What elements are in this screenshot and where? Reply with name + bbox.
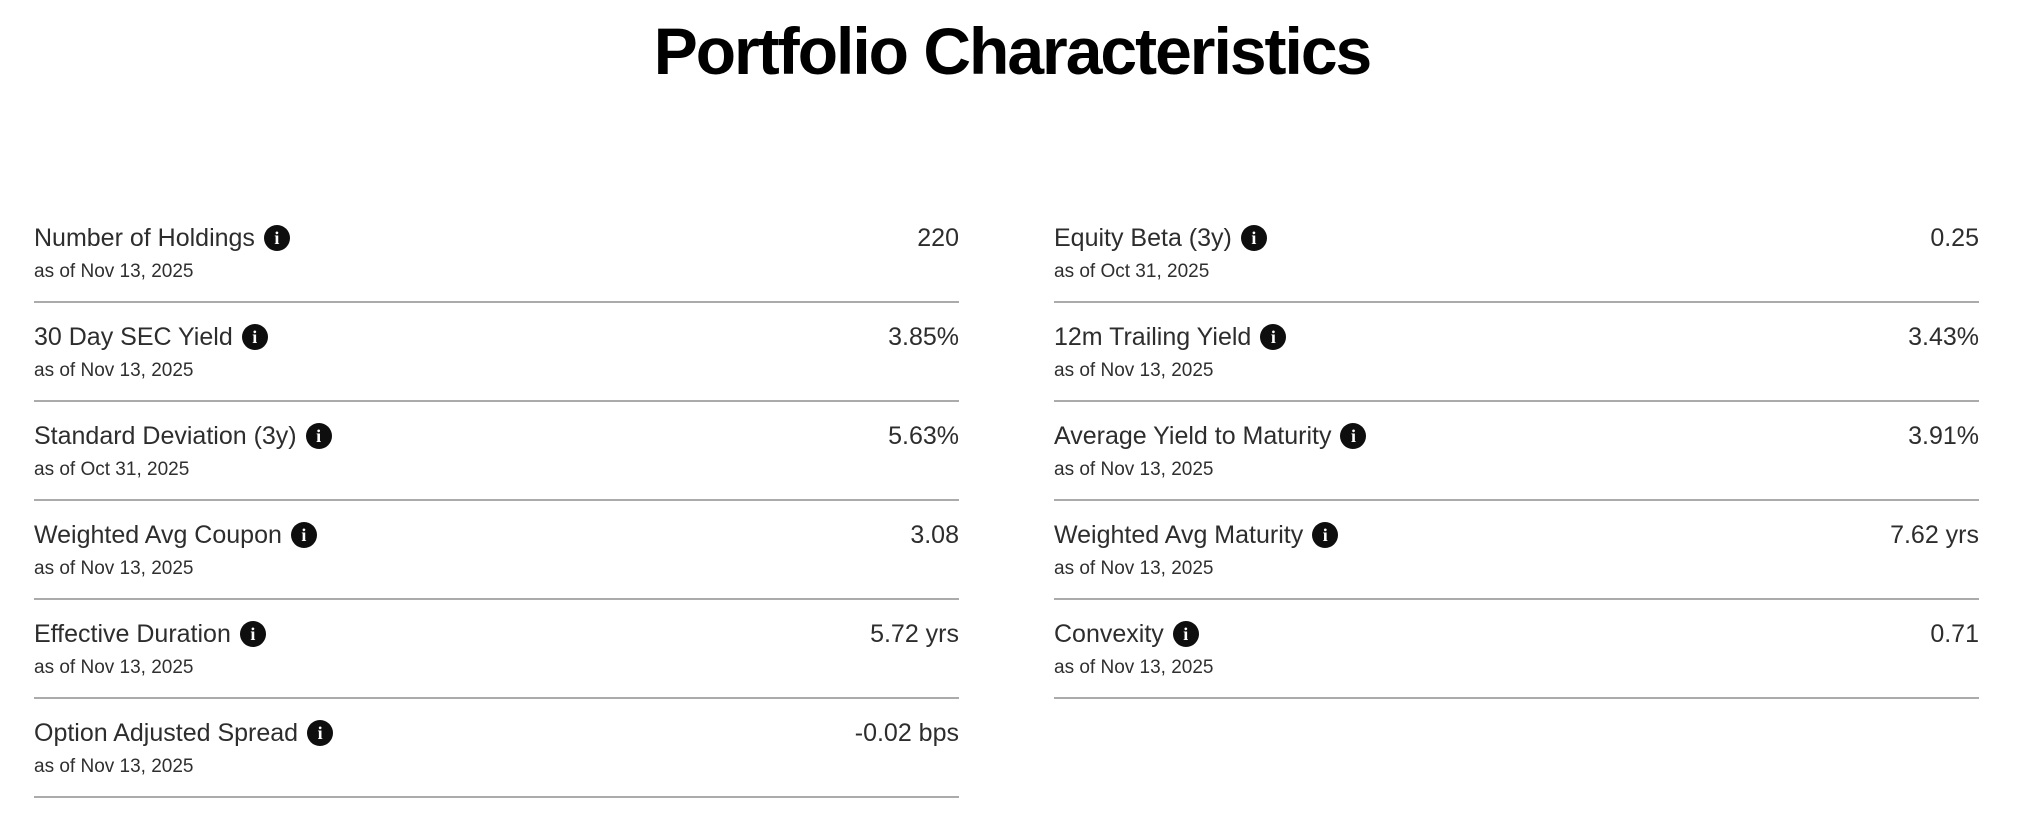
characteristic-value: 3.08 [910, 521, 959, 549]
info-icon[interactable]: i [1240, 225, 1267, 251]
characteristic-as-of-date: as of Nov 13, 2025 [1054, 657, 1214, 678]
characteristic-label: 30 Day SEC Yield [34, 323, 233, 351]
characteristic-row-top: Number of Holdings i 220 [34, 223, 959, 253]
portfolio-characteristics-grid: Number of Holdings i 220 as of Nov 13, 2025… [0, 204, 2024, 798]
characteristic-label: Convexity [1054, 620, 1164, 648]
characteristic-row: 12m Trailing Yield i 3.43% as of Nov 13, 20… [1054, 303, 1979, 402]
characteristic-row-top: Weighted Avg Coupon i 3.08 [34, 520, 959, 550]
characteristic-label: 12m Trailing Yield [1054, 323, 1252, 351]
characteristic-row: Weighted Avg Coupon i 3.08 as of Nov 13, 20… [34, 501, 959, 600]
characteristic-value: 0.25 [1930, 224, 1979, 252]
characteristic-row-top: Effective Duration i 5.72 yrs [34, 619, 959, 649]
characteristic-row: Effective Duration i 5.72 yrs as of Nov 13,… [34, 600, 959, 699]
characteristic-as-of-date: as of Nov 13, 2025 [34, 657, 194, 678]
characteristic-row: Standard Deviation (3y) i 5.63% as of Oct 3… [34, 402, 959, 501]
characteristic-as-of-date: as of Nov 13, 2025 [1054, 459, 1214, 480]
characteristic-label: Weighted Avg Coupon [34, 521, 282, 549]
characteristic-row-top: Convexity i 0.71 [1054, 619, 1979, 649]
info-icon[interactable]: i [1340, 423, 1367, 449]
characteristic-label: Option Adjusted Spread [34, 719, 299, 747]
characteristic-value: 3.91% [1908, 422, 1979, 450]
characteristic-row-top: 30 Day SEC Yield i 3.85% [34, 322, 959, 352]
characteristic-row-top: Option Adjusted Spread i -0.02 bps [34, 718, 959, 748]
characteristic-label: Number of Holdings [34, 224, 255, 252]
characteristic-row-top: 12m Trailing Yield i 3.43% [1054, 322, 1979, 352]
characteristics-column-right: Equity Beta (3y) i 0.25 as of Oct 31, 2025 1… [1054, 204, 1979, 699]
characteristic-as-of-date: as of Oct 31, 2025 [34, 459, 190, 480]
characteristic-as-of-date: as of Nov 13, 2025 [1054, 360, 1214, 381]
characteristic-row: Option Adjusted Spread i -0.02 bps as of No… [34, 699, 959, 798]
characteristic-row: Equity Beta (3y) i 0.25 as of Oct 31, 2025 [1054, 204, 1979, 303]
characteristic-row: 30 Day SEC Yield i 3.85% as of Nov 13, 2025 [34, 303, 959, 402]
characteristic-value: 220 [917, 224, 959, 252]
info-icon[interactable]: i [1260, 324, 1287, 350]
characteristic-row-top: Weighted Avg Maturity i 7.62 yrs [1054, 520, 1979, 550]
characteristic-label: Average Yield to Maturity [1054, 422, 1332, 450]
characteristic-row: Convexity i 0.71 as of Nov 13, 2025 [1054, 600, 1979, 699]
characteristic-row: Number of Holdings i 220 as of Nov 13, 2025 [34, 204, 959, 303]
characteristic-label: Standard Deviation (3y) [34, 422, 297, 450]
characteristic-as-of-date: as of Oct 31, 2025 [1054, 261, 1210, 282]
characteristic-row-top: Average Yield to Maturity i 3.91% [1054, 421, 1979, 451]
characteristic-value: 5.63% [888, 422, 959, 450]
characteristic-as-of-date: as of Nov 13, 2025 [34, 261, 194, 282]
characteristic-as-of-date: as of Nov 13, 2025 [34, 360, 194, 381]
info-icon[interactable]: i [1312, 522, 1339, 548]
info-icon[interactable]: i [1172, 621, 1199, 647]
page-title: Portfolio Characteristics [653, 14, 1373, 88]
info-icon[interactable]: i [305, 423, 332, 449]
info-icon[interactable]: i [241, 324, 268, 350]
characteristic-label: Equity Beta (3y) [1054, 224, 1232, 252]
characteristic-row-top: Equity Beta (3y) i 0.25 [1054, 223, 1979, 253]
characteristic-label: Weighted Avg Maturity [1054, 521, 1304, 549]
characteristic-value: 0.71 [1930, 620, 1979, 648]
characteristic-row: Weighted Avg Maturity i 7.62 yrs as of Nov … [1054, 501, 1979, 600]
characteristic-value: 3.43% [1908, 323, 1979, 351]
characteristic-label: Effective Duration [34, 620, 231, 648]
characteristic-row-top: Standard Deviation (3y) i 5.63% [34, 421, 959, 451]
characteristic-row: Average Yield to Maturity i 3.91% as of Nov… [1054, 402, 1979, 501]
characteristic-value: 7.62 yrs [1890, 521, 1979, 549]
characteristics-column-left: Number of Holdings i 220 as of Nov 13, 2025… [34, 204, 959, 798]
characteristic-value: -0.02 bps [854, 719, 959, 747]
characteristic-as-of-date: as of Nov 13, 2025 [34, 756, 194, 777]
info-icon[interactable]: i [239, 621, 266, 647]
characteristic-as-of-date: as of Nov 13, 2025 [1054, 558, 1214, 579]
info-icon[interactable]: i [307, 720, 334, 746]
characteristic-value: 5.72 yrs [870, 620, 959, 648]
info-icon[interactable]: i [290, 522, 317, 548]
characteristic-value: 3.85% [888, 323, 959, 351]
characteristic-as-of-date: as of Nov 13, 2025 [34, 558, 194, 579]
info-icon[interactable]: i [263, 225, 290, 251]
